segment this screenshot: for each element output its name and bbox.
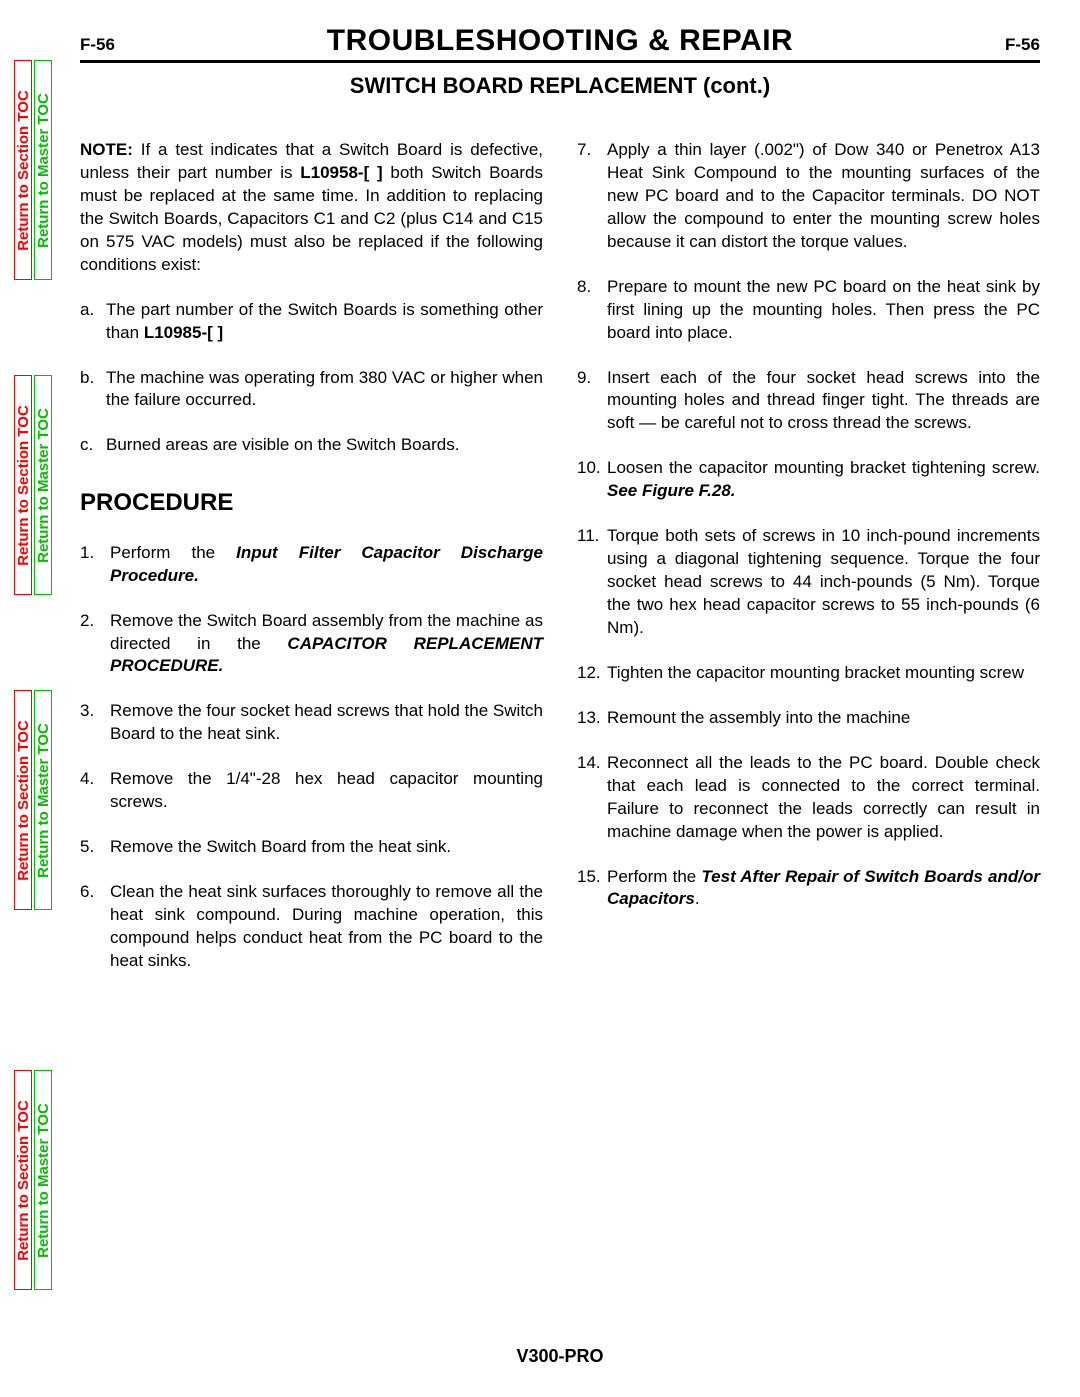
procedure-step: 3.Remove the four socket head screws tha… — [80, 700, 543, 746]
page-title: TROUBLESHOOTING & REPAIR — [327, 24, 793, 58]
procedure-step: 2.Remove the Switch Board assembly from … — [80, 610, 543, 679]
page-header: F-56 TROUBLESHOOTING & REPAIR F-56 — [80, 24, 1040, 63]
step-text: Prepare to mount the new PC board on the… — [607, 276, 1040, 345]
step-emphasis: Test After Repair of Switch Boards and/o… — [607, 867, 1040, 909]
step-number: 4. — [80, 768, 110, 814]
toc-tab-pair: Return to Section TOCReturn to Master TO… — [14, 690, 54, 910]
procedure-step: 5.Remove the Switch Board from the heat … — [80, 836, 543, 859]
master-toc-label: Return to Master TOC — [35, 93, 52, 248]
procedure-step: 9.Insert each of the four socket head sc… — [577, 367, 1040, 436]
step-emphasis: See Figure F.28. — [607, 481, 736, 500]
procedure-step: 11.Torque both sets of screws in 10 inch… — [577, 525, 1040, 640]
procedure-step: 15.Perform the Test After Repair of Swit… — [577, 866, 1040, 912]
procedure-step: 1.Perform the Input Filter Capacitor Dis… — [80, 542, 543, 588]
master-toc-label: Return to Master TOC — [35, 408, 52, 563]
step-number: 15. — [577, 866, 607, 912]
note-label: NOTE: — [80, 140, 133, 159]
procedure-list-right: 7.Apply a thin layer (.002") of Dow 340 … — [577, 139, 1040, 911]
procedure-step: 6.Clean the heat sink surfaces thoroughl… — [80, 881, 543, 973]
step-number: 7. — [577, 139, 607, 254]
step-text: Reconnect all the leads to the PC board.… — [607, 752, 1040, 844]
procedure-step: 4.Remove the 1/4"-28 hex head capacitor … — [80, 768, 543, 814]
step-emphasis: CAPACITOR REPLACEMENT PROCEDURE. — [110, 634, 543, 676]
step-text: Insert each of the four socket head scre… — [607, 367, 1040, 436]
step-number: 9. — [577, 367, 607, 436]
step-text: Remove the four socket head screws that … — [110, 700, 543, 746]
page-number-left: F-56 — [80, 35, 115, 55]
step-number: 5. — [80, 836, 110, 859]
alpha-bold: L10985-[ ] — [144, 323, 223, 342]
procedure-step: 10.Loosen the capacitor mounting bracket… — [577, 457, 1040, 503]
step-number: 10. — [577, 457, 607, 503]
master-toc-tab[interactable]: Return to Master TOC — [34, 60, 52, 280]
right-column: 7.Apply a thin layer (.002") of Dow 340 … — [577, 139, 1040, 995]
master-toc-label: Return to Master TOC — [35, 723, 52, 878]
note-partnum: L10958-[ ] — [300, 163, 382, 182]
toc-tab-pair: Return to Section TOCReturn to Master TO… — [14, 60, 54, 280]
procedure-step: 12. Tighten the capacitor mounting brack… — [577, 662, 1040, 685]
step-number: 8. — [577, 276, 607, 345]
procedure-step: 13. Remount the assembly into the machin… — [577, 707, 1040, 730]
step-text: Apply a thin layer (.002") of Dow 340 or… — [607, 139, 1040, 254]
section-toc-label: Return to Section TOC — [15, 405, 32, 566]
step-number: 6. — [80, 881, 110, 973]
alpha-item: b.The machine was operating from 380 VAC… — [80, 367, 543, 413]
step-text: Tighten the capacitor mounting bracket m… — [607, 662, 1040, 685]
page-number-right: F-56 — [1005, 35, 1040, 55]
step-text: Perform the Input Filter Capacitor Disch… — [110, 542, 543, 588]
alpha-marker: a. — [80, 299, 106, 345]
step-text: Remount the assembly into the machine — [607, 707, 1040, 730]
master-toc-tab[interactable]: Return to Master TOC — [34, 1070, 52, 1290]
step-text: Remove the Switch Board from the heat si… — [110, 836, 543, 859]
step-number: 11. — [577, 525, 607, 640]
step-number: 13. — [577, 707, 607, 730]
alpha-item: a.The part number of the Switch Boards i… — [80, 299, 543, 345]
columns-container: NOTE: If a test indicates that a Switch … — [80, 139, 1040, 995]
step-number: 12. — [577, 662, 607, 685]
alpha-text: Burned areas are visible on the Switch B… — [106, 434, 543, 457]
side-tab-container: Return to Section TOCReturn to Master TO… — [14, 0, 54, 1397]
step-number: 3. — [80, 700, 110, 746]
step-text: Remove the 1/4"-28 hex head capacitor mo… — [110, 768, 543, 814]
step-number: 1. — [80, 542, 110, 588]
alpha-marker: c. — [80, 434, 106, 457]
step-number: 2. — [80, 610, 110, 679]
master-toc-label: Return to Master TOC — [35, 1103, 52, 1258]
step-text: Perform the Test After Repair of Switch … — [607, 866, 1040, 912]
alpha-text: The machine was operating from 380 VAC o… — [106, 367, 543, 413]
alpha-text: The part number of the Switch Boards is … — [106, 299, 543, 345]
page-subtitle: SWITCH BOARD REPLACEMENT (cont.) — [80, 73, 1040, 99]
left-column: NOTE: If a test indicates that a Switch … — [80, 139, 543, 995]
step-text: Clean the heat sink surfaces thoroughly … — [110, 881, 543, 973]
section-toc-tab[interactable]: Return to Section TOC — [14, 1070, 32, 1290]
alpha-marker: b. — [80, 367, 106, 413]
master-toc-tab[interactable]: Return to Master TOC — [34, 375, 52, 595]
step-emphasis: Input Filter Capacitor Discharge Procedu… — [110, 543, 543, 585]
procedure-step: 7.Apply a thin layer (.002") of Dow 340 … — [577, 139, 1040, 254]
section-toc-tab[interactable]: Return to Section TOC — [14, 690, 32, 910]
procedure-heading: PROCEDURE — [80, 487, 543, 519]
section-toc-tab[interactable]: Return to Section TOC — [14, 375, 32, 595]
section-toc-tab[interactable]: Return to Section TOC — [14, 60, 32, 280]
step-number: 14. — [577, 752, 607, 844]
procedure-step: 14.Reconnect all the leads to the PC boa… — [577, 752, 1040, 844]
section-toc-label: Return to Section TOC — [15, 90, 32, 251]
step-text: Torque both sets of screws in 10 inch-po… — [607, 525, 1040, 640]
procedure-step: 8.Prepare to mount the new PC board on t… — [577, 276, 1040, 345]
alpha-list: a.The part number of the Switch Boards i… — [80, 299, 543, 458]
footer-model: V300-PRO — [80, 1346, 1040, 1367]
procedure-list-left: 1.Perform the Input Filter Capacitor Dis… — [80, 542, 543, 973]
step-text: Loosen the capacitor mounting bracket ti… — [607, 457, 1040, 503]
toc-tab-pair: Return to Section TOCReturn to Master TO… — [14, 375, 54, 595]
page-content: F-56 TROUBLESHOOTING & REPAIR F-56 SWITC… — [80, 24, 1040, 995]
step-text: Remove the Switch Board assembly from th… — [110, 610, 543, 679]
alpha-item: c.Burned areas are visible on the Switch… — [80, 434, 543, 457]
note-paragraph: NOTE: If a test indicates that a Switch … — [80, 139, 543, 277]
section-toc-label: Return to Section TOC — [15, 1100, 32, 1261]
toc-tab-pair: Return to Section TOCReturn to Master TO… — [14, 1070, 54, 1290]
section-toc-label: Return to Section TOC — [15, 720, 32, 881]
master-toc-tab[interactable]: Return to Master TOC — [34, 690, 52, 910]
